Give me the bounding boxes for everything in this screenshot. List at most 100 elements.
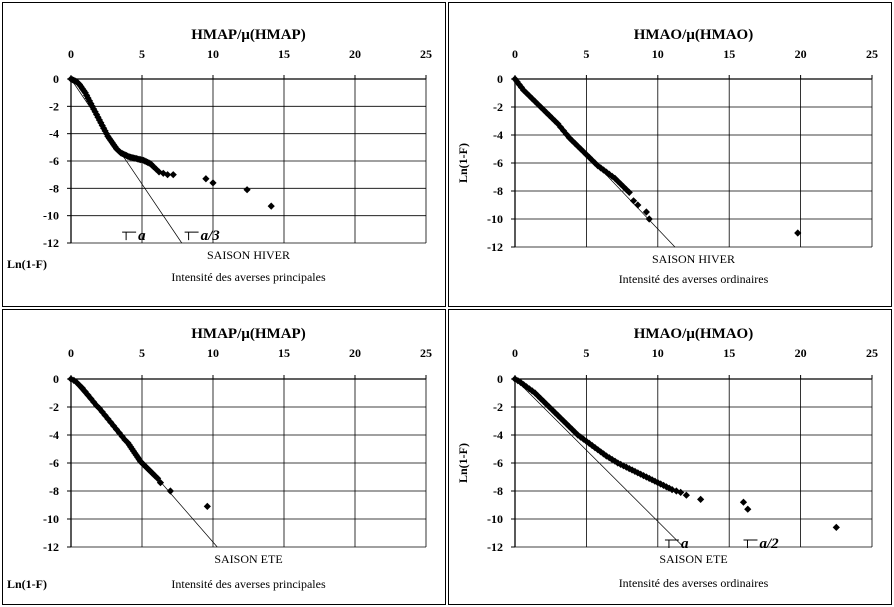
data-point: [517, 378, 525, 387]
series-subcaption: Intensité des averses principales: [171, 270, 326, 284]
y-tick-label: 0: [497, 372, 503, 386]
x-tick-label: 0: [68, 47, 74, 61]
data-point: [588, 441, 596, 450]
x-tick-label: 10: [207, 346, 219, 360]
chart-title: HMAP/µ(HMAP): [191, 27, 305, 43]
x-tick-label: 20: [349, 47, 361, 61]
data-point: [202, 175, 210, 183]
data-point: [90, 105, 98, 113]
data-point: [605, 170, 613, 178]
y-tick-label: -8: [493, 184, 503, 198]
y-tick-label: -10: [487, 212, 503, 226]
chart-panel-hiver-ordinaires: HMAO/µ(HMAO) 0 5 10 15 20 25 0 -2 -4 -6 -8 -10 -12 SAI…: [448, 2, 892, 307]
chart-svg: HMAP/µ(HMAP) 0 5 10 15 20 25 0 -2 -4 -6 -8 -10 -12 SAI…: [7, 326, 432, 591]
series-subcaption: Intensité des averses ordinaires: [619, 576, 769, 590]
data-point: [548, 406, 556, 414]
season-caption: SAISON ETE: [659, 552, 727, 566]
y-tick-label: -12: [487, 540, 503, 554]
data-point: [539, 106, 548, 114]
y-tick-label: 0: [497, 72, 503, 86]
x-tick-label: 20: [795, 346, 807, 360]
y-tick-label: -2: [493, 100, 503, 114]
x-tick-label: 15: [723, 47, 735, 61]
data-point: [588, 156, 596, 164]
data-point: [166, 487, 174, 495]
x-tick-label: 15: [278, 47, 290, 61]
slope-marker: [184, 231, 199, 241]
data-point: [243, 186, 251, 194]
y-tick-label: -10: [487, 512, 503, 526]
season-caption: SAISON HIVER: [652, 252, 735, 266]
slope-annotation: a: [138, 228, 146, 244]
chart-title: HMAP/µ(HMAP): [191, 326, 305, 342]
y-tick-label: -4: [493, 428, 503, 442]
x-tick-label: 25: [420, 346, 432, 360]
data-point: [528, 95, 536, 103]
data-point: [739, 498, 748, 506]
y-tick-label: -8: [493, 484, 503, 498]
y-tick-label: -6: [49, 154, 59, 168]
data-point: [642, 473, 650, 481]
season-caption: SAISON ETE: [214, 552, 282, 566]
y-tick-label: -12: [487, 240, 503, 254]
data-point: [637, 470, 645, 478]
slope-marker: [122, 231, 137, 241]
chart-svg: HMAP/µ(HMAP) 0 5 10 15 20 25 0 -2 -4 -6 -8 -10 -12 a a/…: [7, 27, 432, 284]
y-tick-label: -6: [493, 156, 503, 170]
x-tick-label: 0: [512, 47, 518, 61]
x-tick-label: 10: [652, 47, 664, 61]
x-tick-label: 5: [139, 47, 145, 61]
y-tick-label: -12: [43, 236, 59, 250]
y-tick-label: -10: [43, 512, 59, 526]
data-point: [548, 114, 556, 122]
data-point: [163, 171, 172, 179]
data-point: [629, 197, 638, 205]
slope-marker: [743, 539, 758, 548]
x-tick-label: 0: [512, 346, 518, 360]
data-point: [625, 188, 633, 196]
y-tick-label: -4: [493, 128, 503, 142]
chart-svg: HMAO/µ(HMAO) 0 5 10 15 20 25 0 -2 -4 -6 -8 -10 -12 a a/…: [456, 326, 878, 590]
y-tick-label: -8: [49, 484, 59, 498]
data-point: [634, 201, 642, 209]
y-tick-label: -8: [49, 181, 59, 195]
slope-annotation: a/3: [201, 228, 221, 244]
data-point: [67, 375, 75, 383]
data-point: [697, 495, 705, 503]
y-tick-label: -2: [49, 99, 59, 113]
chart-title: HMAO/µ(HMAO): [634, 27, 753, 43]
x-tick-label: 15: [723, 346, 735, 360]
data-point: [597, 448, 605, 456]
data-point: [267, 202, 275, 210]
series-subcaption: Intensité des averses ordinaires: [619, 272, 769, 286]
x-tick-label: 25: [866, 47, 878, 61]
data-point: [832, 523, 840, 531]
slope-annotation: a: [681, 536, 689, 552]
data-point: [203, 502, 211, 510]
x-tick-label: 5: [583, 47, 589, 61]
data-point: [597, 164, 605, 172]
y-tick-label: -6: [49, 456, 59, 470]
series-subcaption: Intensité des averses principales: [171, 577, 326, 591]
x-tick-label: 15: [278, 346, 290, 360]
y-tick-label: 0: [53, 372, 59, 386]
x-tick-label: 10: [207, 47, 219, 61]
y-axis-label: Ln(1-F): [7, 577, 47, 591]
x-tick-label: 20: [795, 47, 807, 61]
chart-panel-ete-ordinaires: HMAO/µ(HMAO) 0 5 10 15 20 25 0 -2 -4 -6 -8 -10 -12 a a/…: [448, 309, 892, 605]
chart-svg: HMAO/µ(HMAO) 0 5 10 15 20 25 0 -2 -4 -6 -8 -10 -12 SAI…: [456, 27, 878, 286]
slope-annotation: a/2: [759, 536, 779, 552]
y-tick-label: -6: [493, 456, 503, 470]
x-tick-label: 5: [139, 346, 145, 360]
y-tick-label: -2: [493, 400, 503, 414]
data-point: [611, 457, 619, 465]
data-point: [169, 171, 177, 179]
y-tick-label: -4: [49, 428, 59, 442]
data-point: [545, 403, 553, 411]
y-axis-label: Ln(1-F): [456, 143, 470, 183]
data-point: [209, 179, 217, 187]
chart-panel-hiver-principales: HMAP/µ(HMAP) 0 5 10 15 20 25 0 -2 -4 -6 -8 -10 -12 a a/…: [2, 2, 446, 307]
x-tick-label: 25: [866, 346, 878, 360]
x-tick-label: 5: [583, 346, 589, 360]
x-tick-label: 25: [420, 47, 432, 61]
